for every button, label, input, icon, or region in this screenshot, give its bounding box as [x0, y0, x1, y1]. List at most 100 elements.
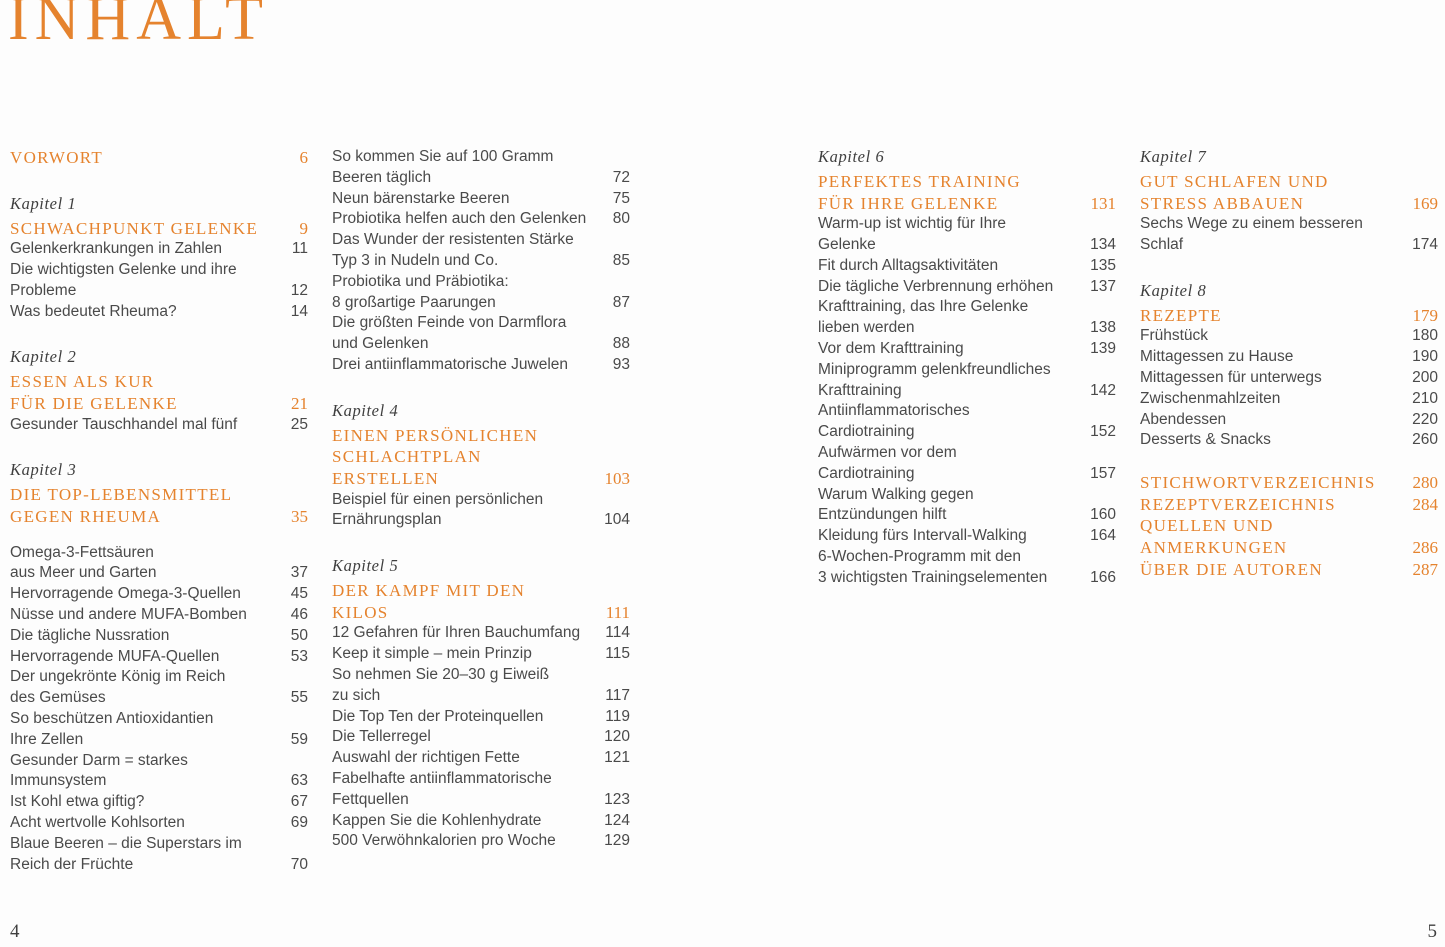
entry-label: Cardiotraining	[818, 423, 915, 441]
page-number: 46	[290, 605, 308, 623]
page-number: 142	[1090, 381, 1116, 399]
page-number: 80	[612, 210, 630, 228]
entry-label: GEGEN RHEUMA	[10, 506, 162, 526]
page-number: 14	[290, 302, 308, 320]
page-number: 135	[1090, 256, 1116, 274]
entry-label: Ist Kohl etwa giftig?	[10, 793, 145, 811]
toc-entry-row: Aufwärmen vor dem	[818, 443, 1116, 464]
page-number: 87	[612, 293, 630, 311]
entry-label: REZEPTE	[1140, 305, 1222, 325]
entry-label: Warm-up ist wichtig für Ihre	[818, 215, 1007, 233]
kapitel-label: Kapitel 4	[332, 401, 630, 421]
toc-entry-row: zu sich 117	[332, 686, 630, 707]
entry-label: Was bedeutet Rheuma?	[10, 302, 177, 320]
entry-label: DER KAMPF MIT DEN	[332, 581, 526, 601]
kapitel-label: Kapitel 6	[818, 147, 1116, 167]
page-number-right: 5	[1427, 921, 1438, 942]
page-number: 75	[612, 189, 630, 207]
chapter-heading-row: VORWORT 6	[10, 147, 308, 169]
chapter-heading-row: FÜR DIE GELENKE 21	[10, 393, 308, 415]
toc-entry-row: Neun bärenstarke Beeren 75	[332, 189, 630, 210]
page-number: 55	[290, 689, 308, 707]
entry-label: Schlaf	[1140, 235, 1184, 253]
page-number: 50	[290, 626, 308, 644]
page-number: 138	[1090, 319, 1116, 337]
entry-label: PERFEKTES TRAINING	[818, 172, 1022, 191]
entry-label: Abendessen	[1140, 410, 1227, 428]
entry-label: Probleme	[10, 281, 77, 299]
entry-label: Zwischenmahlzeiten	[1140, 389, 1281, 407]
chapter-heading-row: REZEPTVERZEICHNIS 284	[1140, 494, 1438, 516]
toc-entry-row: Krafttraining 142	[818, 381, 1116, 402]
page-number: 53	[290, 647, 308, 665]
page-number: 114	[605, 624, 630, 642]
entry-label: So kommen Sie auf 100 Gramm	[332, 148, 554, 165]
entry-label: STRESS ABBAUEN	[1140, 193, 1305, 213]
toc-entry-row: Mittagessen zu Hause 190	[1140, 347, 1438, 368]
entry-label: 500 Verwöhnkalorien pro Woche	[332, 832, 556, 850]
entry-label: Mittagessen für unterwegs	[1140, 368, 1322, 386]
entry-label: EINEN PERSÖNLICHEN	[332, 425, 539, 445]
toc-entry-row: Hervorragende Omega-3-Quellen 45	[10, 584, 308, 605]
entry-label: 8 großartige Paarungen	[332, 293, 496, 311]
entry-label: und Gelenken	[332, 335, 429, 353]
entry-label: Hervorragende Omega-3-Quellen	[10, 585, 241, 603]
page-number: 287	[1412, 559, 1439, 579]
toc-entry-row: Ist Kohl etwa giftig? 67	[10, 792, 308, 813]
entry-label: Reich der Früchte	[10, 855, 134, 873]
entry-label: Nüsse und andere MUFA-Bomben	[10, 605, 247, 623]
entry-label: Krafttraining, das Ihre Gelenke	[818, 298, 1029, 316]
toc-entry-row: Gelenke 134	[818, 235, 1116, 256]
entry-label: REZEPTVERZEICHNIS	[1140, 494, 1336, 514]
toc-entry-row: So nehmen Sie 20–30 g Eiweiß	[332, 665, 630, 686]
toc-entry-row: So beschützen Antioxidantien	[10, 709, 308, 730]
entry-label: SCHWACHPUNKT GELENKE	[10, 218, 259, 238]
entry-label: Neun bärenstarke Beeren	[332, 189, 510, 207]
kapitel-label: Kapitel 8	[1140, 281, 1438, 301]
toc-entry-row: Antiinflammatorisches	[818, 401, 1116, 422]
toc-column-3: Kapitel 6 PERFEKTES TRAINING FÜR IHRE GELE…	[818, 147, 1116, 589]
entry-label: Fettquellen	[332, 790, 409, 808]
toc-entry-row: Auswahl der richtigen Fette 121	[332, 748, 630, 769]
entry-label: ERSTELLEN	[332, 468, 440, 488]
toc-entry-row: Beispiel für einen persönlichen	[332, 490, 630, 511]
entry-label: des Gemüses	[10, 689, 106, 707]
toc-entry-row: Krafttraining, das Ihre Gelenke	[818, 297, 1116, 318]
chapter-heading-row: SCHWACHPUNKT GELENKE 9	[10, 218, 308, 240]
page-number: 120	[604, 728, 630, 746]
toc-entry-row: Blaue Beeren – die Superstars im	[10, 834, 308, 855]
toc-entry-row: Die tägliche Nussration 50	[10, 626, 308, 647]
entry-label: Gesunder Darm = starkes	[10, 751, 188, 769]
entry-label: aus Meer und Garten	[10, 564, 157, 582]
entry-label: Warum Walking gegen	[818, 485, 974, 503]
entry-label: Sechs Wege zu einem besseren	[1140, 215, 1363, 233]
toc-entry-row: Kappen Sie die Kohlenhydrate 124	[332, 811, 630, 832]
chapter-heading-row: STICHWORTVERZEICHNIS 280	[1140, 472, 1438, 494]
entry-label: Die tägliche Verbrennung erhöhen	[818, 277, 1054, 295]
page-number: 12	[290, 281, 308, 299]
page-number: 129	[604, 832, 630, 850]
toc-entry-row: Fettquellen 123	[332, 790, 630, 811]
toc-entry-row: Omega-3-Fettsäuren	[10, 543, 308, 564]
page-title: INHALT	[8, 0, 270, 53]
entry-label: Gelenke	[818, 235, 876, 253]
kapitel-text: Kapitel 4	[332, 400, 399, 420]
page-number: 104	[604, 511, 630, 529]
page-number: 280	[1412, 473, 1439, 493]
entry-label: Fit durch Alltagsaktivitäten	[818, 256, 999, 274]
toc-entry-row: Typ 3 in Nudeln und Co. 85	[332, 251, 630, 272]
page-number: 190	[1412, 348, 1438, 366]
toc-entry-row: Cardiotraining 157	[818, 464, 1116, 485]
toc-entry-row: Gesunder Darm = starkes	[10, 751, 308, 772]
page-number: 121	[604, 749, 630, 767]
chapter-heading-row: ÜBER DIE AUTOREN 287	[1140, 559, 1438, 581]
entry-label: GUT SCHLAFEN UND	[1140, 172, 1329, 191]
toc-entry-row: Die wichtigsten Gelenke und ihre	[10, 260, 308, 281]
toc-entry-row: Die tägliche Verbrennung erhöhen 137	[818, 277, 1116, 298]
entry-label: So nehmen Sie 20–30 g Eiweiß	[332, 665, 550, 683]
chapter-heading-row: KILOS 111	[332, 602, 630, 624]
entry-label: Frühstück	[1140, 327, 1209, 345]
entry-label: Krafttraining	[818, 381, 902, 399]
page-number: 103	[604, 468, 631, 488]
page-number: 152	[1090, 423, 1116, 441]
